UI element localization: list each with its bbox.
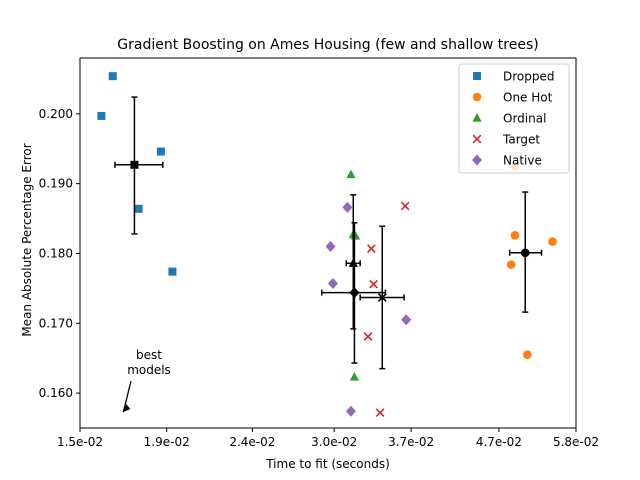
data-layer: best models [97,72,557,418]
data-point [506,260,516,269]
errorbar-ordinal [345,194,361,330]
mean-marker [130,160,139,169]
data-point [363,332,373,341]
mean-marker [349,287,360,299]
mean-marker [348,258,358,267]
legend-entry: Ordinal [472,112,546,126]
annotation-line: models [127,363,171,377]
legend-entry: Native [472,154,542,168]
annotation-line: best [136,348,162,362]
legend-marker [472,134,482,144]
x-tick-label: 4.7e-02 [476,435,522,449]
data-point [342,201,353,213]
mean-marker [520,248,530,258]
x-tick-label: 1.9e-02 [144,435,190,449]
x-tick-label: 2.4e-02 [229,435,275,449]
data-point [367,244,376,253]
data-point [523,350,532,359]
legend-label: Ordinal [503,112,546,126]
y-tick-label: 0.180 [39,246,73,260]
legend-label: One Hot [503,91,553,105]
x-tick-label: 3.7e-02 [388,435,434,449]
annotation-text: best models [127,348,171,377]
y-tick-label: 0.170 [39,316,73,330]
legend-marker [472,92,482,102]
data-point [369,279,378,289]
annotation-arrow-head [123,404,131,413]
data-point [325,240,336,252]
legend-marker [473,72,481,80]
data-point [108,72,117,81]
data-point [510,231,520,240]
series-target [363,201,410,418]
data-point [345,405,356,417]
data-point [548,237,557,246]
data-point [327,277,338,289]
y-tick-label: 0.160 [39,386,73,400]
series-native [325,201,412,417]
legend-marker [472,113,482,122]
data-point [346,169,356,179]
errorbar-one-hot [508,191,543,313]
chart-title: Gradient Boosting on Ames Housing (few a… [117,37,538,53]
y-tick-label: 0.190 [39,177,73,191]
errorbar-native [321,222,387,364]
x-tick-label: 1.5e-02 [57,435,103,449]
legend-label: Native [503,154,542,168]
axes-layer: 1.5e-02 1.9e-02 2.4e-02 3.0e-02 3.7e-02 4.7e-… [39,57,599,449]
data-point [401,314,412,326]
legend-label: Dropped [503,70,555,84]
legend-label: Target [502,133,540,147]
y-tick-label: 0.200 [39,107,73,121]
annotation: best models [122,348,171,413]
annotation-arrow [122,380,132,413]
data-point [375,408,385,418]
plot-frame [79,57,577,429]
data-point [349,372,360,381]
legend: Dropped One Hot Ordinal Target Native [458,63,570,174]
x-tick-label: 5.8e-02 [553,435,599,449]
legend-entry: Target [472,133,540,147]
x-tick-label: 3.0e-02 [311,435,357,449]
legend-entry: One Hot [472,91,553,105]
data-point [168,267,177,276]
legend-entry: Dropped [473,70,555,84]
data-point [134,204,143,213]
data-point [97,111,106,120]
series-dropped [97,72,177,276]
legend-marker [472,154,482,166]
x-axis-label: Time to fit (seconds) [265,457,390,471]
y-axis-label: Mean Absolute Percentage Error [20,143,34,336]
data-point [156,147,165,156]
data-point [400,201,410,211]
legend-box [458,63,570,174]
errorbar-dropped [114,96,164,235]
